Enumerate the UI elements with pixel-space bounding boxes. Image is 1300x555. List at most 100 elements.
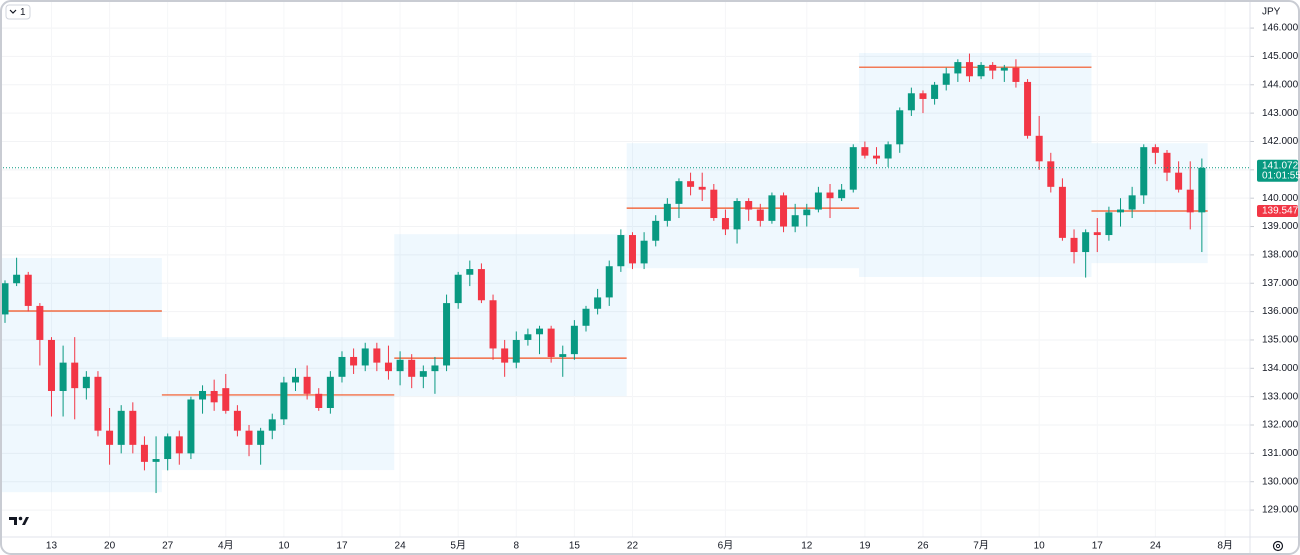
candle-body	[733, 201, 741, 230]
candle-body	[1186, 189, 1194, 213]
candle-body	[245, 430, 253, 445]
candle-body	[1175, 172, 1183, 190]
candle-body	[884, 144, 892, 159]
poc-badge	[1257, 205, 1298, 218]
x-tick-label: 10	[278, 541, 290, 552]
candle-body	[443, 303, 451, 366]
candle-body	[373, 348, 381, 363]
x-tick-label: 8月	[1217, 540, 1233, 552]
interval-button[interactable]: 1	[5, 4, 31, 20]
y-tick-label: 132.000	[1262, 420, 1299, 431]
candle-body	[628, 235, 636, 264]
candle-body	[617, 235, 625, 267]
candle-body	[233, 410, 241, 431]
y-tick-label: 130.000	[1262, 476, 1299, 487]
currency-label[interactable]: JPY	[1262, 7, 1281, 18]
candle-body	[2, 283, 9, 315]
candle-body	[94, 376, 102, 431]
interval-label[interactable]: 1	[20, 7, 26, 18]
y-tick-label: 135.000	[1262, 335, 1299, 346]
candle-body	[408, 359, 416, 377]
candle-body	[907, 93, 915, 111]
candle-body	[1070, 237, 1078, 253]
candle-body	[814, 192, 822, 210]
y-tick-label: 142.000	[1262, 136, 1299, 147]
settings-icon[interactable]	[1272, 540, 1284, 552]
candle-body	[1058, 186, 1066, 238]
candle-body	[838, 189, 846, 199]
x-tick-label: 22	[627, 541, 639, 552]
y-tick-label: 138.000	[1262, 250, 1299, 261]
candle-body	[292, 376, 299, 383]
candle-body	[338, 356, 346, 377]
candle-body	[524, 334, 532, 340]
candle-body	[780, 195, 788, 227]
candle-body	[106, 430, 114, 445]
candle-body	[536, 328, 544, 335]
candle-body	[129, 410, 137, 445]
x-tick-label: 7月	[973, 540, 989, 552]
candle-body	[303, 376, 311, 394]
interval-button-box[interactable]	[5, 4, 31, 20]
candle-body	[721, 218, 729, 230]
candle-body	[13, 274, 21, 284]
candle-body	[1198, 167, 1206, 213]
y-tick-label: 143.000	[1262, 108, 1299, 119]
candle-body	[47, 339, 55, 391]
candle-body	[268, 419, 276, 431]
candle-body	[873, 155, 880, 159]
x-tick-label: 24	[1150, 541, 1162, 552]
candle-body	[896, 110, 904, 145]
candle-body	[954, 62, 962, 74]
y-tick-label: 144.000	[1262, 79, 1299, 90]
candle-body	[501, 348, 509, 363]
candle-body	[652, 220, 660, 241]
candle-body	[175, 436, 183, 454]
y-tick-label: 131.000	[1262, 448, 1299, 459]
candle-body	[152, 459, 160, 462]
candle-body	[965, 62, 973, 77]
candle-body	[1012, 67, 1020, 82]
x-tick-label: 13	[46, 541, 58, 552]
candle-body	[350, 356, 358, 366]
x-tick-label: 20	[104, 541, 116, 552]
candle-body	[140, 444, 148, 462]
x-tick-label: 6月	[718, 540, 734, 552]
candle-body	[164, 436, 172, 460]
candle-body	[466, 269, 474, 275]
last-price-badge	[1257, 159, 1298, 182]
candle-body	[222, 388, 230, 411]
candle-body	[489, 300, 497, 349]
candle-body	[594, 297, 602, 309]
candle-body	[24, 274, 32, 306]
countdown-label: 01:01:55	[1262, 170, 1300, 181]
candle-body	[826, 192, 834, 199]
candle-body	[59, 362, 67, 391]
candle-body	[663, 203, 671, 221]
candle-body	[512, 339, 520, 363]
candle-body	[710, 189, 718, 219]
candle-body	[570, 325, 578, 355]
candle-body	[431, 365, 439, 372]
candle-body	[919, 93, 927, 99]
candle-body	[187, 399, 195, 454]
poc-label: 139.547	[1262, 206, 1299, 217]
candle-body	[419, 371, 427, 377]
candle-body	[791, 215, 799, 227]
candle-body	[1047, 161, 1055, 187]
y-tick-label: 139.000	[1262, 221, 1299, 232]
candle-body	[687, 181, 695, 187]
y-tick-label: 140.000	[1262, 193, 1299, 204]
candle-body	[582, 308, 590, 326]
x-tick-label: 17	[336, 541, 348, 552]
candle-body	[82, 376, 90, 389]
x-tick-label: 27	[162, 541, 174, 552]
candle-body	[36, 305, 44, 340]
candle-body	[1082, 232, 1090, 253]
candle-body	[361, 348, 369, 366]
candle-body	[1024, 81, 1032, 136]
x-tick-label: 8	[513, 541, 519, 552]
x-tick-label: 4月	[218, 540, 234, 552]
candle-body	[640, 240, 648, 264]
